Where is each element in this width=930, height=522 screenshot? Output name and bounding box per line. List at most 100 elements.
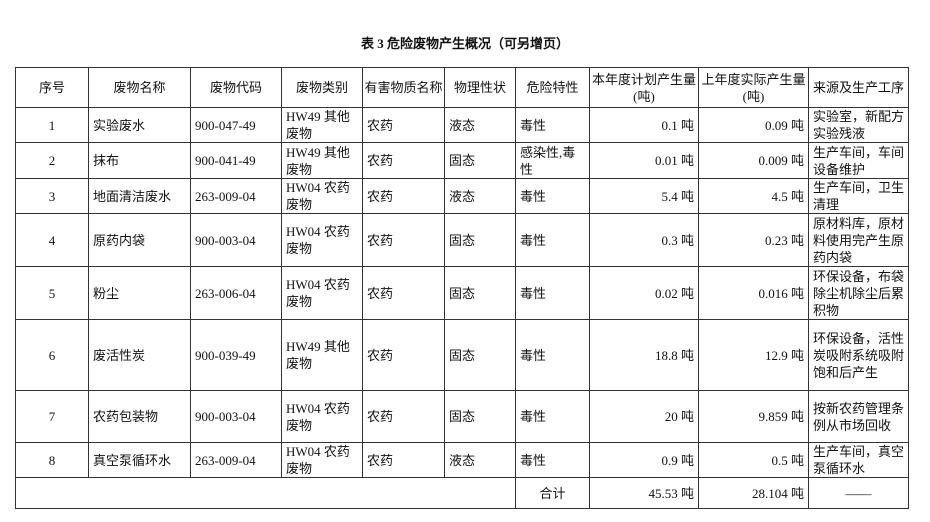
cell-state: 固态 [444,266,516,320]
header-row: 序号 废物名称 废物代码 废物类别 有害物质名称 物理性状 危险特性 本年度计划产生量(吨) 上… [15,67,909,108]
table-row: 6 废活性炭 900-039-49 HW49 其他废物 农药 固态 毒性 18.8 吨 12.9… [15,319,909,391]
cell-substance: 农药 [362,142,445,179]
cell-category: HW04 农药废物 [281,266,363,320]
cell-planned: 0.02 吨 [589,266,699,320]
cell-state: 固态 [444,390,516,443]
total-planned: 45.53 吨 [589,477,699,509]
column-header: 废物类别 [281,67,363,108]
cell-actual: 4.5 吨 [698,178,809,214]
cell-state: 液态 [444,107,516,143]
cell-name: 地面清洁废水 [88,178,191,214]
cell-no: 6 [15,319,89,391]
cell-planned: 5.4 吨 [589,178,699,214]
column-header: 上年度实际产生量(吨) [698,67,809,108]
cell-category: HW04 农药废物 [281,442,363,478]
cell-planned: 0.9 吨 [589,442,699,478]
cell-state: 液态 [444,178,516,214]
cell-hazard: 毒性 [515,107,590,143]
cell-source: 按新农药管理条例从市场回收 [808,390,909,443]
cell-category: HW04 农药废物 [281,390,363,443]
cell-actual: 0.5 吨 [698,442,809,478]
total-actual: 28.104 吨 [698,477,809,509]
cell-no: 5 [15,266,89,320]
cell-source: 原材料库，原材料使用完产生原药内袋 [808,213,909,267]
total-row: 合计 45.53 吨 28.104 吨 —— [15,477,909,509]
cell-actual: 0.009 吨 [698,142,809,179]
table-row: 5 粉尘 263-006-04 HW04 农药废物 农药 固态 毒性 0.02 吨 0.016 … [15,266,909,320]
column-header: 序号 [15,67,89,108]
cell-code: 263-009-04 [190,178,282,214]
cell-source: 生产车间，卫生清理 [808,178,909,214]
cell-category: HW49 其他废物 [281,142,363,179]
cell-hazard: 毒性 [515,213,590,267]
cell-code: 900-003-04 [190,390,282,443]
cell-source: 实验室，新配方实验残液 [808,107,909,143]
cell-substance: 农药 [362,107,445,143]
cell-hazard: 毒性 [515,442,590,478]
total-source: —— [808,477,909,509]
cell-code: 900-041-49 [190,142,282,179]
hazardous-waste-table: 序号 废物名称 废物代码 废物类别 有害物质名称 物理性状 危险特性 本年度计划产生量(吨) 上… [15,67,909,509]
cell-hazard: 毒性 [515,319,590,391]
column-header: 废物代码 [190,67,282,108]
cell-substance: 农药 [362,390,445,443]
cell-state: 固态 [444,213,516,267]
cell-actual: 0.23 吨 [698,213,809,267]
cell-substance: 农药 [362,319,445,391]
cell-name: 真空泵循环水 [88,442,191,478]
cell-state: 固态 [444,319,516,391]
cell-name: 农药包装物 [88,390,191,443]
cell-code: 900-039-49 [190,319,282,391]
cell-no: 2 [15,142,89,179]
cell-name: 抹布 [88,142,191,179]
cell-hazard: 感染性,毒性 [515,142,590,179]
cell-category: HW04 农药废物 [281,178,363,214]
cell-no: 1 [15,107,89,143]
cell-actual: 0.016 吨 [698,266,809,320]
cell-planned: 0.1 吨 [589,107,699,143]
cell-hazard: 毒性 [515,266,590,320]
cell-source: 生产车间，车间设备维护 [808,142,909,179]
cell-source: 环保设备，布袋除尘机除尘后累积物 [808,266,909,320]
cell-planned: 0.01 吨 [589,142,699,179]
cell-substance: 农药 [362,266,445,320]
cell-source: 环保设备，活性炭吸附系统吸附饱和后产生 [808,319,909,391]
column-header: 危险特性 [515,67,590,108]
table-row: 2 抹布 900-041-49 HW49 其他废物 农药 固态 感染性,毒性 0.01 吨 0.… [15,142,909,179]
cell-source: 生产车间，真空泵循环水 [808,442,909,478]
cell-no: 3 [15,178,89,214]
cell-planned: 0.3 吨 [589,213,699,267]
cell-no: 8 [15,442,89,478]
column-header: 有害物质名称 [362,67,445,108]
cell-substance: 农药 [362,213,445,267]
cell-actual: 0.09 吨 [698,107,809,143]
cell-hazard: 毒性 [515,178,590,214]
cell-code: 900-003-04 [190,213,282,267]
table-row: 1 实验废水 900-047-49 HW49 其他废物 农药 液态 毒性 0.1 吨 0.09 … [15,107,909,143]
total-label: 合计 [515,477,590,509]
empty-cell [15,477,516,509]
cell-substance: 农药 [362,442,445,478]
cell-actual: 9.859 吨 [698,390,809,443]
table-row: 4 原药内袋 900-003-04 HW04 农药废物 农药 固态 毒性 0.3 吨 0.23 … [15,213,909,267]
table-row: 7 农药包装物 900-003-04 HW04 农药废物 农药 固态 毒性 20 吨 9.859… [15,390,909,443]
cell-planned: 18.8 吨 [589,319,699,391]
cell-planned: 20 吨 [589,390,699,443]
cell-substance: 农药 [362,178,445,214]
cell-state: 液态 [444,442,516,478]
column-header: 来源及生产工序 [808,67,909,108]
cell-actual: 12.9 吨 [698,319,809,391]
cell-name: 废活性炭 [88,319,191,391]
cell-code: 263-009-04 [190,442,282,478]
cell-name: 粉尘 [88,266,191,320]
cell-code: 263-006-04 [190,266,282,320]
table-row: 3 地面清洁废水 263-009-04 HW04 农药废物 农药 液态 毒性 5.4 吨 4.5… [15,178,909,214]
column-header: 本年度计划产生量(吨) [589,67,699,108]
cell-category: HW49 其他废物 [281,107,363,143]
cell-name: 原药内袋 [88,213,191,267]
cell-code: 900-047-49 [190,107,282,143]
cell-no: 4 [15,213,89,267]
column-header: 物理性状 [444,67,516,108]
cell-category: HW04 农药废物 [281,213,363,267]
cell-hazard: 毒性 [515,390,590,443]
